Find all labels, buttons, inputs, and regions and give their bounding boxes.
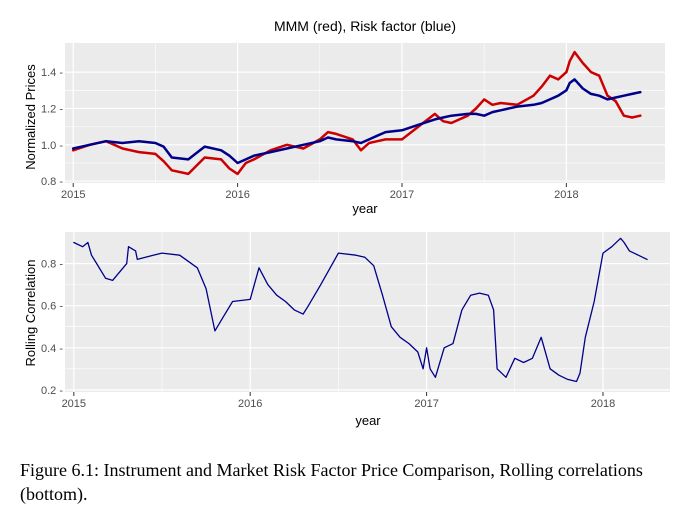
series-line-0 [71, 50, 642, 176]
x-tick-labels: 2015 2016 2017 2018 [61, 183, 579, 201]
x-tick-label: 2017 [414, 398, 438, 410]
series-line-1 [71, 78, 642, 165]
plot-panel [65, 43, 665, 183]
y-tick-label: 0.6 - [41, 301, 63, 313]
x-axis-title: year [352, 201, 378, 216]
y-tick-label: 0.8 - [41, 259, 63, 271]
x-tick-label: 2017 [390, 189, 414, 201]
chart-title: MMM (red), Risk factor (blue) [274, 18, 456, 34]
y-axis-title: Normalized Prices [23, 64, 38, 170]
x-tick-labels: 2015 2016 2017 2018 [62, 392, 615, 410]
x-tick-label: 2015 [62, 398, 86, 410]
y-tick-label: 0.4 - [41, 343, 63, 355]
gridlines [65, 232, 670, 392]
y-tick-label: 1.2 - [41, 103, 63, 115]
series-line-0 [73, 237, 648, 383]
y-tick-label: 1.0 - [41, 140, 63, 152]
x-tick-label: 2018 [554, 189, 578, 201]
y-tick-label: 0.2 - [41, 385, 63, 397]
x-tick-label: 2016 [225, 189, 249, 201]
y-tick-label: 0.8 - [41, 176, 63, 188]
y-axis-title: Rolling Correlation [23, 260, 38, 367]
x-tick-label: 2015 [61, 189, 85, 201]
figure-caption: Figure 6.1: Instrument and Market Risk F… [20, 460, 643, 504]
plot-panel [65, 232, 670, 392]
y-tick-labels: 0.8 - 1.0 - 1.2 - 1.4 - [41, 67, 63, 188]
series-lines [73, 237, 648, 383]
y-tick-labels: 0.2 - 0.4 - 0.6 - 0.8 - [41, 259, 63, 397]
y-tick-label: 1.4 - [41, 67, 63, 79]
series-lines [71, 50, 642, 176]
figure: MMM (red), Risk factor (blue) 0.8 - 1.0 -… [23, 18, 670, 428]
x-tick-label: 2016 [238, 398, 262, 410]
price-comparison-chart: MMM (red), Risk factor (blue) 0.8 - 1.0 -… [23, 18, 665, 216]
x-axis-title: year [355, 413, 381, 428]
rolling-correlation-chart: 0.2 - 0.4 - 0.6 - 0.8 - 2015 2016 2017 2018 ye… [23, 232, 670, 428]
x-tick-label: 2018 [591, 398, 615, 410]
